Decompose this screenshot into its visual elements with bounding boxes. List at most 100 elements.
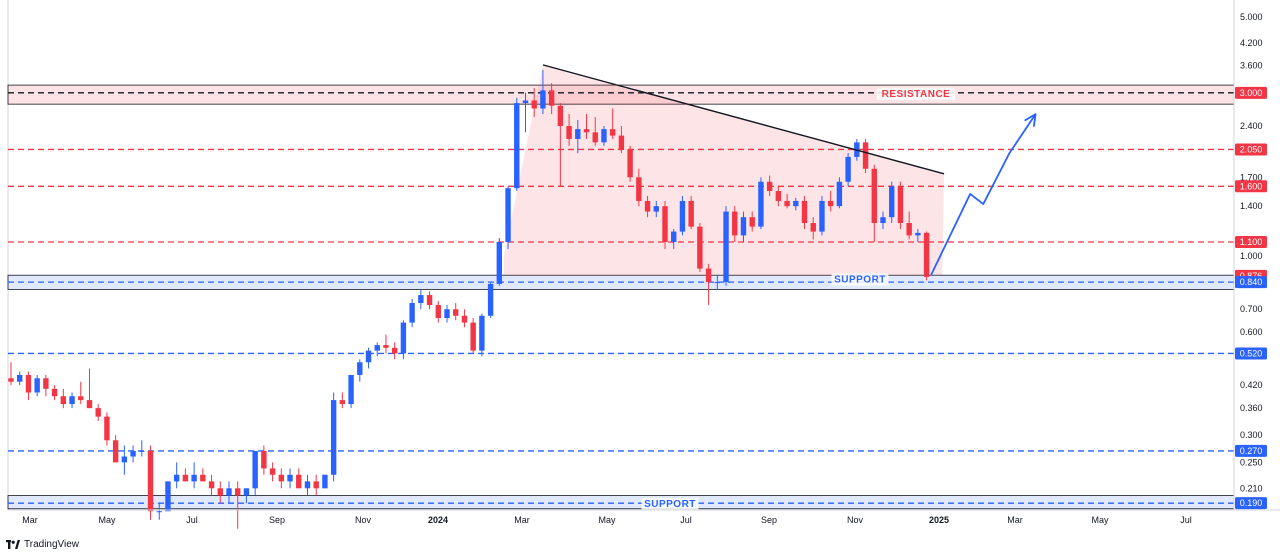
price-tick-label-12: 0.250 [1240, 457, 1263, 467]
candle-body-2 [25, 374, 32, 393]
candle-body-81 [714, 282, 721, 284]
price-axis[interactable]: 5.000 4.200 3.600 2.400 1.700 1.400 1.000 0.700… [1233, 0, 1263, 510]
candle-body-57 [505, 188, 511, 243]
candle-body-75 [662, 206, 668, 243]
candle-body-63 [557, 105, 564, 127]
level-badge-label-2: 1.600 [1240, 181, 1263, 191]
time-label-10: Nov [847, 515, 864, 525]
candle-body-90 [793, 200, 799, 207]
candle-body-83 [732, 211, 738, 236]
level-badge-2 [1235, 180, 1267, 193]
candle-body-69 [609, 129, 616, 136]
candle-body-18 [165, 481, 171, 512]
candle-body-62 [548, 90, 555, 106]
level-badge-label-6: 0.520 [1240, 348, 1263, 358]
candle-body-9 [86, 400, 93, 409]
candle-body-6 [60, 396, 67, 405]
level-badge-6 [1235, 347, 1267, 360]
trendlines-layer [542, 64, 1037, 276]
zone-label-bg-1 [831, 273, 889, 286]
candle-body-56 [496, 242, 503, 284]
candle-body-95 [836, 181, 843, 207]
candle-body-30 [269, 468, 276, 475]
candle-body-28 [252, 450, 258, 489]
zone-label-2: SUPPORT [644, 499, 696, 510]
time-label-1: May [98, 515, 116, 525]
candle-body-105 [923, 232, 930, 277]
candle-body-58 [514, 103, 520, 189]
candle-body-36 [322, 474, 328, 489]
candle-body-96 [845, 156, 851, 182]
candle-body-37 [330, 400, 337, 475]
candle-body-78 [688, 200, 694, 227]
zone-label-bg-0 [877, 87, 955, 100]
candles-layer [8, 69, 930, 529]
price-tick-label-7: 0.700 [1240, 304, 1263, 314]
time-label-4: Nov [355, 515, 372, 525]
candle-body-8 [78, 396, 84, 401]
price-tick-label-1: 4.200 [1240, 38, 1263, 48]
candle-body-100 [880, 217, 886, 224]
candle-body-92 [810, 223, 816, 232]
level-badge-label-7: 0.270 [1240, 446, 1263, 456]
candle-body-15 [139, 450, 145, 452]
descending-trendline [542, 64, 945, 175]
candle-body-3 [34, 378, 40, 393]
price-tick-label-0: 5.000 [1240, 12, 1263, 22]
time-label-14: Jul [1180, 515, 1192, 525]
price-tick-label-4: 1.700 [1240, 172, 1263, 182]
candle-body-40 [357, 362, 363, 375]
candle-body-77 [679, 200, 686, 232]
candle-body-26 [235, 488, 241, 496]
candle-body-85 [749, 217, 755, 227]
candle-body-23 [208, 481, 215, 489]
candle-body-16 [147, 450, 154, 512]
candle-body-43 [383, 345, 389, 348]
candle-body-86 [758, 181, 764, 227]
triangle-fill [503, 64, 945, 276]
price-tick-label-11: 0.300 [1240, 430, 1263, 440]
level-badge-label-1: 2.050 [1240, 144, 1263, 154]
candle-body-24 [217, 488, 223, 496]
candle-body-25 [226, 488, 232, 496]
candle-body-80 [705, 268, 712, 283]
candle-body-66 [583, 129, 590, 133]
candle-body-49 [435, 305, 441, 318]
zone-label-0: RESISTANCE [882, 89, 951, 100]
candle-body-54 [479, 315, 485, 351]
candle-body-55 [487, 283, 494, 316]
time-label-13: May [1091, 515, 1109, 525]
candle-body-31 [278, 474, 285, 482]
candle-body-45 [400, 322, 407, 354]
candle-body-102 [897, 186, 904, 224]
candle-body-84 [740, 217, 747, 236]
level-badge-label-3: 1.100 [1240, 237, 1263, 247]
zone-2 [7, 495, 1235, 510]
candle-body-87 [766, 181, 773, 192]
candle-body-65 [575, 129, 581, 139]
time-label-0: Mar [22, 515, 38, 525]
candle-body-34 [304, 481, 311, 489]
price-tick-label-6: 1.000 [1240, 251, 1263, 261]
candle-body-71 [627, 149, 633, 178]
candle-body-32 [287, 474, 293, 482]
candle-body-27 [243, 488, 250, 496]
candle-body-48 [426, 295, 433, 306]
candle-body-88 [775, 191, 782, 201]
time-axis[interactable]: Mar May Jul Sep Nov 2024 Mar May Jul Sep Nov 2025 Ma… [8, 509, 1280, 525]
candle-body-72 [636, 177, 642, 201]
candle-body-104 [915, 232, 921, 236]
candle-body-10 [95, 408, 101, 417]
candle-body-42 [374, 345, 380, 351]
candle-body-73 [644, 200, 651, 212]
candle-body-82 [723, 211, 729, 283]
tradingview-branding[interactable]: TradingView [6, 536, 79, 552]
candle-body-12 [112, 440, 119, 463]
candle-body-46 [409, 303, 415, 323]
candle-body-89 [784, 200, 790, 207]
level-badge-5 [1235, 276, 1267, 289]
candle-body-61 [540, 90, 546, 109]
candle-body-44 [391, 347, 398, 354]
